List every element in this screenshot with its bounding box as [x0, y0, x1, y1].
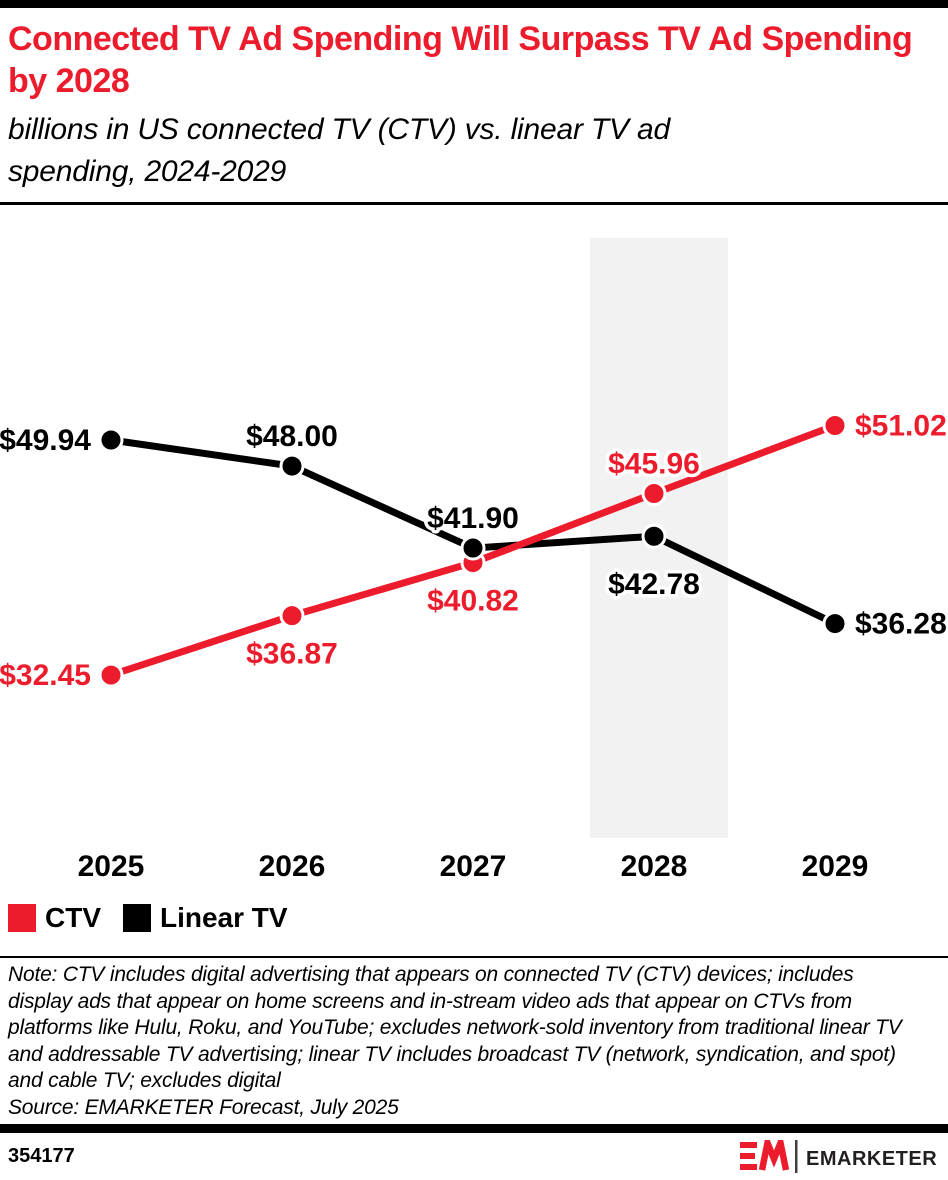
ctv-value-label-2027: $40.82 [427, 585, 519, 618]
linear-tv-value-label-2025: $49.94 [0, 424, 91, 457]
x-axis-label-2026: 2026 [259, 850, 326, 883]
emarketer-logo-monogram [740, 1140, 790, 1171]
header-divider [0, 202, 948, 205]
chart-legend: CTV Linear TV [8, 902, 288, 934]
footer-border-bar [0, 1124, 948, 1133]
linear-tv-legend-label: Linear TV [160, 902, 288, 933]
linear-tv-value-label-2026: $48.00 [246, 420, 338, 453]
ctv-value-label-2026: $36.87 [246, 638, 338, 671]
ctv-value-label-2028: $45.96 [608, 447, 700, 480]
footnote-divider [0, 956, 948, 958]
legend-item-ctv: CTV [8, 902, 101, 934]
page-subtitle: billions in US connected TV (CTV) vs. li… [8, 112, 670, 189]
ctv-legend-label: CTV [45, 902, 101, 933]
footnote: Note: CTV includes digital advertising t… [8, 962, 908, 1121]
line-chart: $32.45 $36.87 $40.82 $45.96 $51.02 $49.94 $48.… [0, 228, 948, 888]
linear-tv-value-label-2027: $41.90 [427, 502, 519, 535]
emarketer-logo: EMARKETER [740, 1140, 937, 1173]
linear-tv-value-label-2029: $36.28 [855, 608, 947, 641]
ctv-value-label-2029: $51.02 [855, 409, 947, 442]
legend-item-linear-tv: Linear TV [123, 902, 288, 934]
linear-tv-point-2027 [460, 535, 486, 561]
page-title: Connected TV Ad Spending Will Surpass TV… [8, 20, 913, 100]
ctv-point-2028 [641, 480, 667, 506]
linear-tv-point-2026 [279, 453, 305, 479]
logo-divider [795, 1140, 798, 1173]
x-axis-label-2028: 2028 [621, 850, 688, 883]
x-axis-label-2027: 2027 [440, 850, 507, 883]
linear-tv-point-2025 [98, 427, 124, 453]
source-text: Source: EMARKETER Forecast, July 2025 [8, 1095, 399, 1119]
ctv-value-label-2025: $32.45 [0, 659, 91, 692]
note-text: Note: CTV includes digital advertising t… [8, 963, 902, 1092]
logo-wordmark: EMARKETER [806, 1148, 937, 1170]
linear-tv-value-label-2028: $42.78 [608, 568, 700, 601]
ctv-point-2025 [98, 662, 124, 688]
header: Connected TV Ad Spending Will Surpass TV… [8, 8, 940, 194]
top-border-bar [0, 0, 948, 8]
x-axis-label-2025: 2025 [78, 850, 145, 883]
x-axis-label-2029: 2029 [802, 850, 869, 883]
linear-tv-point-2028 [641, 523, 667, 549]
line-chart-canvas: $32.45 $36.87 $40.82 $45.96 $51.02 $49.94 $48.… [0, 238, 948, 883]
chart-id: 354177 [8, 1145, 75, 1167]
ctv-point-2029 [822, 412, 848, 438]
ctv-legend-swatch [8, 904, 36, 932]
ctv-point-2026 [279, 603, 305, 629]
linear-tv-legend-swatch [123, 904, 151, 932]
linear-tv-point-2029 [822, 611, 848, 637]
